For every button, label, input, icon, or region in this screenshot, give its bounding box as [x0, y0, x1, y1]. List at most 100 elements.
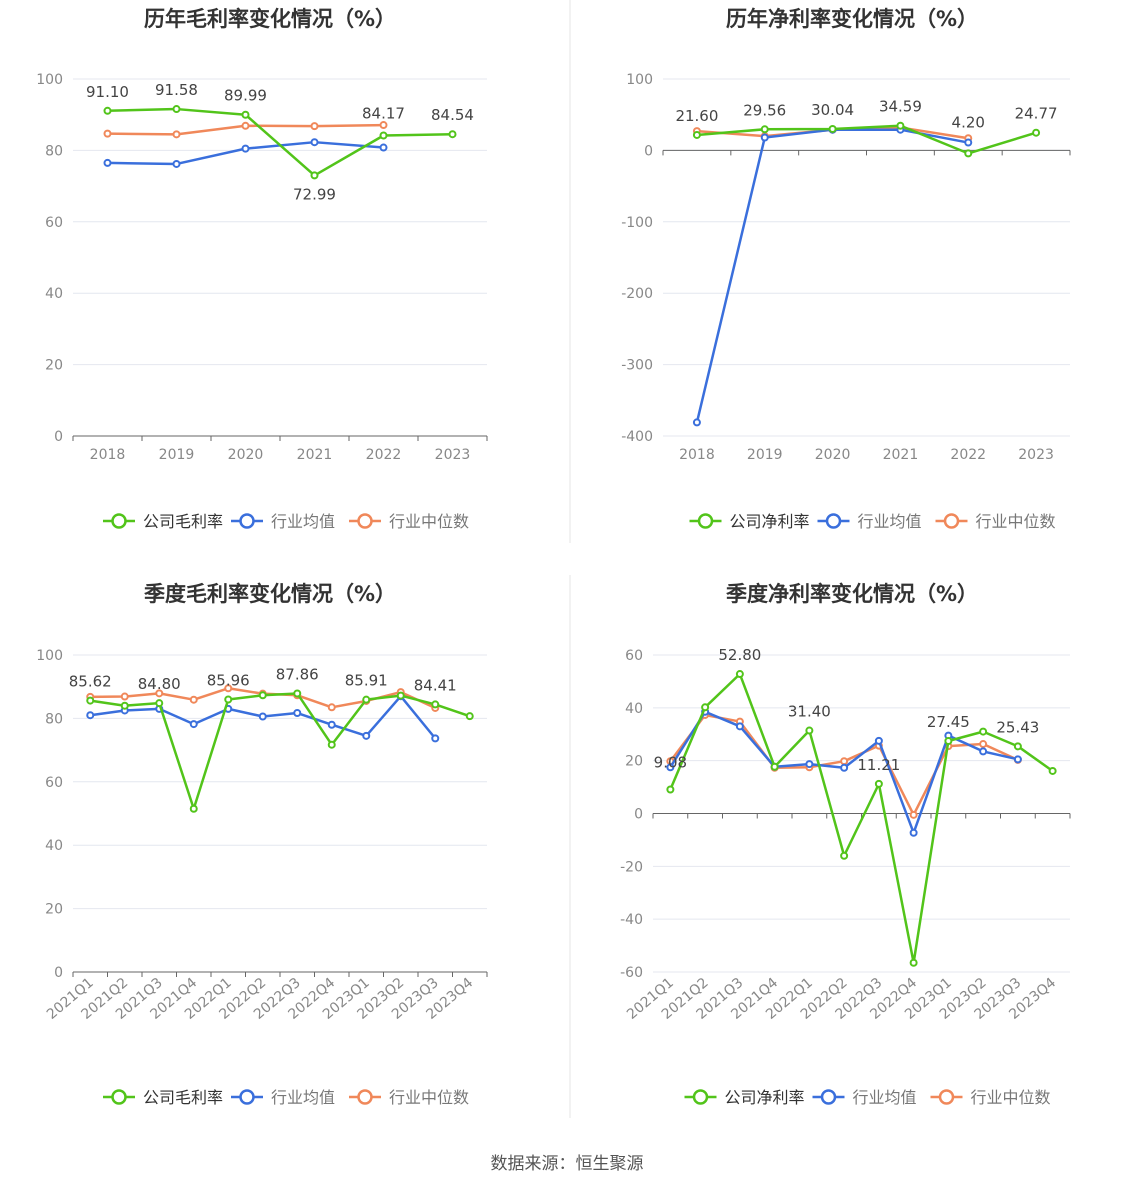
- data-point: [805, 760, 814, 769]
- y-tick-label: 0: [644, 143, 653, 159]
- x-tick-label: 2022: [950, 447, 986, 463]
- data-point: [224, 695, 233, 704]
- chart-panel-2: 历年净利率变化情况（%） -400 -300 -200 -100 0 100 2018 2019…: [621, 7, 1071, 531]
- legend-label: 行业中位数: [971, 1088, 1051, 1107]
- series-line-1: [696, 124, 1037, 155]
- y-tick-label: 20: [45, 358, 63, 374]
- data-label: 91.10: [86, 83, 129, 101]
- data-point: [448, 130, 457, 139]
- y-tick-label: 0: [54, 965, 63, 981]
- data-point: [896, 121, 905, 130]
- data-point: [379, 121, 388, 130]
- legend-marker: [239, 513, 255, 529]
- legend-label: 行业中位数: [389, 512, 469, 531]
- data-label: 87.86: [276, 665, 319, 683]
- x-tick-label: 2020: [228, 447, 264, 463]
- data-point: [241, 144, 250, 153]
- data-point: [86, 696, 95, 705]
- x-tick-label: 2019: [747, 447, 783, 463]
- data-point: [770, 762, 779, 771]
- chart-panel-3: 季度毛利率变化情况（%）0204060801002021Q12021Q22021…: [36, 582, 488, 1107]
- data-point: [840, 763, 849, 772]
- data-point: [874, 779, 883, 788]
- data-label: 34.59: [879, 98, 922, 116]
- legend-item-2: 行业均值: [231, 512, 335, 531]
- data-point: [172, 130, 181, 139]
- data-point: [431, 700, 440, 709]
- data-point: [189, 804, 198, 813]
- data-point: [172, 159, 181, 168]
- legend-marker: [357, 513, 373, 529]
- data-point: [1032, 128, 1041, 137]
- legend-marker: [938, 1089, 955, 1105]
- data-point: [692, 418, 701, 427]
- legend-label: 公司毛利率: [143, 1088, 223, 1107]
- data-point: [840, 851, 849, 860]
- data-point: [944, 736, 953, 745]
- y-tick-label: 60: [625, 648, 643, 664]
- data-label: 84.54: [431, 106, 474, 124]
- x-tick-label: 2021: [297, 447, 333, 463]
- legend-marker: [825, 513, 842, 529]
- data-point: [760, 133, 769, 142]
- data-point: [805, 726, 814, 735]
- data-label: 85.62: [69, 673, 112, 691]
- data-label: 31.40: [788, 703, 831, 721]
- y-tick-label: 40: [45, 286, 63, 302]
- series-line-1: [107, 107, 453, 177]
- y-tick-label: 100: [36, 648, 63, 664]
- x-tick-label: 2021: [883, 447, 919, 463]
- data-point: [86, 711, 95, 720]
- data-point: [1013, 742, 1022, 751]
- chart-title: 历年净利率变化情况（%）: [726, 7, 978, 31]
- data-label: 27.45: [927, 713, 970, 731]
- data-point: [120, 692, 129, 701]
- x-tick-label: 2019: [159, 447, 195, 463]
- y-tick-label: 60: [45, 215, 63, 231]
- legend-marker: [239, 1089, 255, 1105]
- data-point: [909, 810, 918, 819]
- data-point: [1048, 766, 1057, 775]
- data-point: [241, 121, 250, 130]
- data-point: [909, 958, 918, 967]
- series-line-2: [695, 128, 969, 423]
- data-point: [189, 720, 198, 729]
- series-line-1: [669, 672, 1054, 965]
- x-tick-label: 2018: [90, 447, 126, 463]
- data-point: [396, 691, 405, 700]
- data-point: [103, 129, 112, 138]
- data-point: [103, 158, 112, 167]
- y-tick-label: -60: [620, 965, 643, 981]
- data-label: 85.96: [207, 672, 250, 690]
- data-point: [692, 130, 701, 139]
- y-tick-label: 20: [625, 754, 643, 770]
- legend-item-2: 行业均值: [812, 1088, 917, 1107]
- legend-marker: [697, 513, 714, 529]
- data-label: 11.21: [857, 756, 900, 774]
- data-label: 52.80: [718, 646, 761, 664]
- legend-marker: [692, 1089, 709, 1105]
- legend-item-1: 公司净利率: [684, 1088, 805, 1107]
- legend-label: 行业均值: [271, 1088, 335, 1107]
- y-tick-label: -100: [621, 215, 653, 231]
- y-tick-label: 80: [45, 711, 63, 727]
- y-tick-label: 60: [45, 775, 63, 791]
- data-point: [431, 734, 440, 743]
- chart-title: 季度毛利率变化情况（%）: [144, 582, 396, 606]
- legend-label: 公司毛利率: [143, 512, 223, 531]
- data-label: 25.43: [996, 718, 1039, 736]
- data-point: [840, 757, 849, 766]
- data-point: [735, 722, 744, 731]
- data-point: [327, 703, 336, 712]
- legend-item-3: 行业中位数: [349, 1088, 469, 1107]
- data-point: [979, 740, 988, 749]
- legend-item-3: 行业中位数: [349, 512, 469, 531]
- data-point: [666, 785, 675, 794]
- y-tick-label: 100: [626, 72, 653, 88]
- data-point: [701, 703, 710, 712]
- data-point: [362, 695, 371, 704]
- x-tick-label: 2022: [366, 447, 402, 463]
- y-tick-label: 80: [45, 143, 63, 159]
- data-point: [379, 143, 388, 152]
